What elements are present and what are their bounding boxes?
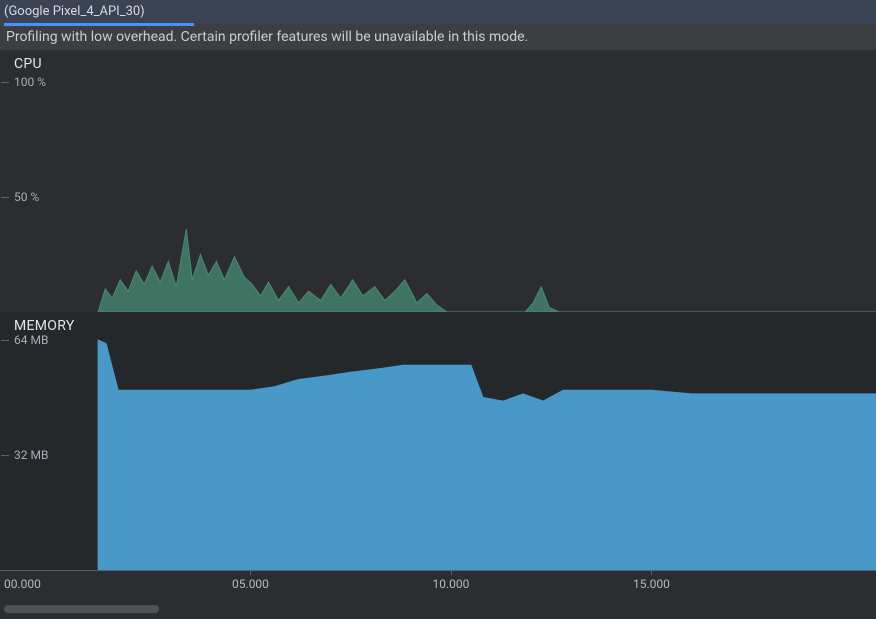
y-axis-tick: 50 %	[14, 190, 39, 204]
x-axis-tick: 15.000	[633, 577, 670, 591]
memory-chart-panel[interactable]: MEMORY 64 MB 32 MB	[0, 312, 876, 570]
cpu-chart-svg	[0, 50, 876, 312]
y-axis-tick: 64 MB	[14, 333, 48, 347]
x-axis-tick: 05.000	[232, 577, 269, 591]
device-label: (Google Pixel_4_API_30)	[4, 4, 145, 19]
session-progress-fill	[4, 23, 194, 26]
timeline-ruler[interactable]: 00.000 05.000 10.000 15.000	[0, 570, 876, 619]
x-axis-tick: 00.000	[4, 577, 41, 591]
cpu-panel-title: CPU	[14, 56, 42, 72]
x-axis-tick-mark	[250, 571, 251, 575]
y-axis-tick: 100 %	[14, 75, 46, 89]
titlebar: (Google Pixel_4_API_30)	[0, 0, 876, 24]
timeline-scrollbar[interactable]	[4, 605, 872, 615]
x-axis-tick: 10.000	[433, 577, 470, 591]
charts-container: CPU 100 % 50 % MEMORY 64 MB 32 MB	[0, 50, 876, 570]
session-progress	[4, 23, 194, 26]
memory-panel-title: MEMORY	[14, 318, 75, 334]
memory-chart-svg	[0, 312, 876, 570]
cpu-chart-panel[interactable]: CPU 100 % 50 %	[0, 50, 876, 312]
y-axis-tick: 32 MB	[14, 448, 48, 462]
profiler-info-bar: Profiling with low overhead. Certain pro…	[0, 24, 876, 50]
timeline-scroll-thumb[interactable]	[4, 605, 159, 613]
profiler-info-message: Profiling with low overhead. Certain pro…	[6, 29, 528, 45]
x-axis-tick-mark	[651, 571, 652, 575]
x-axis-tick-mark	[451, 571, 452, 575]
